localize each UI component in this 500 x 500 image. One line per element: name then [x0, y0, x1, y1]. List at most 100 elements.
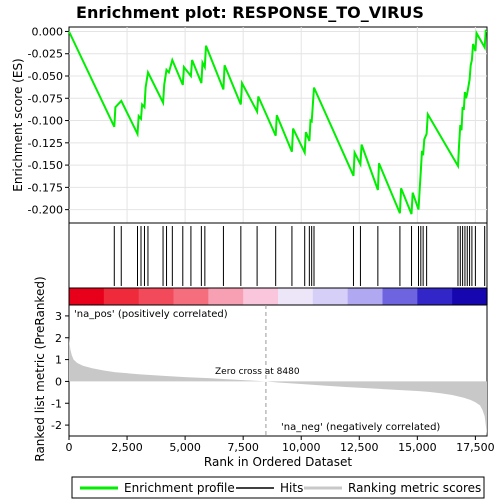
- band-segment: [131, 288, 140, 305]
- metric-panel-frame: [68, 304, 488, 437]
- band-segment: [480, 288, 488, 305]
- band-segment: [69, 288, 77, 305]
- metric-y-tick-label: 3: [55, 310, 62, 323]
- metric-y-tick-label: 2: [55, 332, 62, 345]
- band-segment: [438, 288, 446, 305]
- es-y-tick-label: -0.075: [28, 92, 63, 105]
- band-segment: [361, 288, 370, 305]
- band-segment: [382, 288, 391, 305]
- chart-title: Enrichment plot: RESPONSE_TO_VIRUS: [76, 3, 424, 22]
- band-segment: [417, 288, 425, 305]
- band-segment: [117, 288, 126, 305]
- enrichment-profile-line: [68, 29, 487, 215]
- band-segment: [103, 288, 112, 305]
- band-segment: [389, 288, 398, 305]
- band-segment: [236, 288, 244, 305]
- band-segment: [403, 288, 411, 305]
- annotation-na-neg: 'na_neg' (negatively correlated): [281, 422, 440, 433]
- metric-x-axis: 0 2,500 5,000 7,500 10,000 12,500 15,000 17,500: [66, 436, 495, 454]
- es-y-axis-label: Enrichment score (ES): [11, 58, 25, 191]
- legend-frame: [71, 476, 485, 499]
- band-segment: [166, 288, 175, 305]
- band-segment: [459, 288, 467, 305]
- metric-x-tick-label: 17,500: [456, 441, 495, 454]
- metric-y-tick-label: 1: [55, 354, 62, 367]
- band-segment: [312, 288, 321, 305]
- band-segment: [271, 288, 279, 305]
- legend-label-metric: Ranking metric scores: [348, 481, 481, 495]
- band-segment: [222, 288, 230, 305]
- band-segment: [431, 288, 439, 305]
- band-segment: [347, 288, 356, 305]
- band-segment: [180, 288, 189, 305]
- metric-y-axis-label: Ranked list metric (PreRanked): [33, 276, 47, 461]
- band-segment: [257, 288, 265, 305]
- band-segment: [452, 288, 460, 305]
- band-segment: [243, 288, 251, 305]
- es-y-tick-label: -0.175: [28, 181, 63, 194]
- band-segment: [473, 288, 481, 305]
- es-y-tick-label: -0.125: [28, 137, 63, 150]
- band-segment: [173, 288, 182, 305]
- annotation-zero-cross: Zero cross at 8480: [215, 367, 300, 377]
- band-segment: [250, 288, 258, 305]
- band-segment: [278, 288, 286, 305]
- hit-marks: [113, 226, 486, 286]
- band-segment: [305, 288, 314, 305]
- es-y-tick-label: -0.025: [28, 48, 63, 61]
- es-y-tick-label: -0.100: [28, 115, 63, 128]
- band-segment: [264, 288, 272, 305]
- band-segment: [152, 288, 161, 305]
- band-segment: [368, 288, 377, 305]
- rank-color-band: [69, 288, 488, 305]
- band-segment: [375, 288, 384, 305]
- band-segment: [424, 288, 432, 305]
- band-segment: [194, 288, 202, 305]
- metric-x-axis-label: Rank in Ordered Dataset: [204, 455, 352, 469]
- band-segment: [445, 288, 453, 305]
- band-segment: [82, 288, 91, 305]
- es-y-tick-label: -0.050: [28, 70, 63, 83]
- es-y-tick-label: -0.200: [28, 204, 63, 217]
- band-segment: [291, 288, 300, 305]
- metric-y-axis: 3 2 1 0 -1 -2: [51, 310, 69, 432]
- band-segment: [145, 288, 154, 305]
- metric-x-tick-label: 0: [66, 441, 73, 454]
- es-y-tick-label: -0.150: [28, 159, 63, 172]
- legend-label-hits: Hits: [280, 481, 303, 495]
- ranking-metric-area: [69, 337, 487, 436]
- band-segment: [466, 288, 474, 305]
- annotation-na-pos: 'na_pos' (positively correlated): [74, 309, 228, 320]
- band-segment: [340, 288, 349, 305]
- legend: Enrichment profile Hits Ranking metric s…: [71, 476, 485, 499]
- metric-x-tick-label: 2,500: [111, 441, 143, 454]
- band-segment: [96, 288, 105, 305]
- band-segment: [124, 288, 133, 305]
- band-segment: [229, 288, 237, 305]
- band-segment: [208, 288, 216, 305]
- band-segment: [138, 288, 147, 305]
- metric-x-tick-label: 15,000: [398, 441, 437, 454]
- metric-y-tick-label: -2: [51, 419, 62, 432]
- band-segment: [89, 288, 98, 305]
- band-segment: [75, 288, 84, 305]
- band-segment: [333, 288, 342, 305]
- band-segment: [319, 288, 328, 305]
- metric-x-tick-label: 10,000: [282, 441, 321, 454]
- es-y-tick-label: 0.000: [32, 25, 64, 38]
- legend-label-enrichment: Enrichment profile: [124, 481, 235, 495]
- metric-x-tick-label: 12,500: [340, 441, 379, 454]
- band-segment: [396, 288, 404, 305]
- es-y-axis: 0.000 -0.025 -0.050 -0.075 -0.100 -0.125 -0.15…: [28, 25, 69, 217]
- band-segment: [326, 288, 335, 305]
- band-segment: [284, 288, 293, 305]
- band-segment: [110, 288, 119, 305]
- metric-y-tick-label: 0: [55, 375, 62, 388]
- band-segment: [410, 288, 418, 305]
- band-segment: [187, 288, 195, 305]
- metric-y-tick-label: -1: [51, 397, 62, 410]
- band-segment: [201, 288, 209, 305]
- band-segment: [215, 288, 223, 305]
- es-panel-frame: [68, 26, 488, 224]
